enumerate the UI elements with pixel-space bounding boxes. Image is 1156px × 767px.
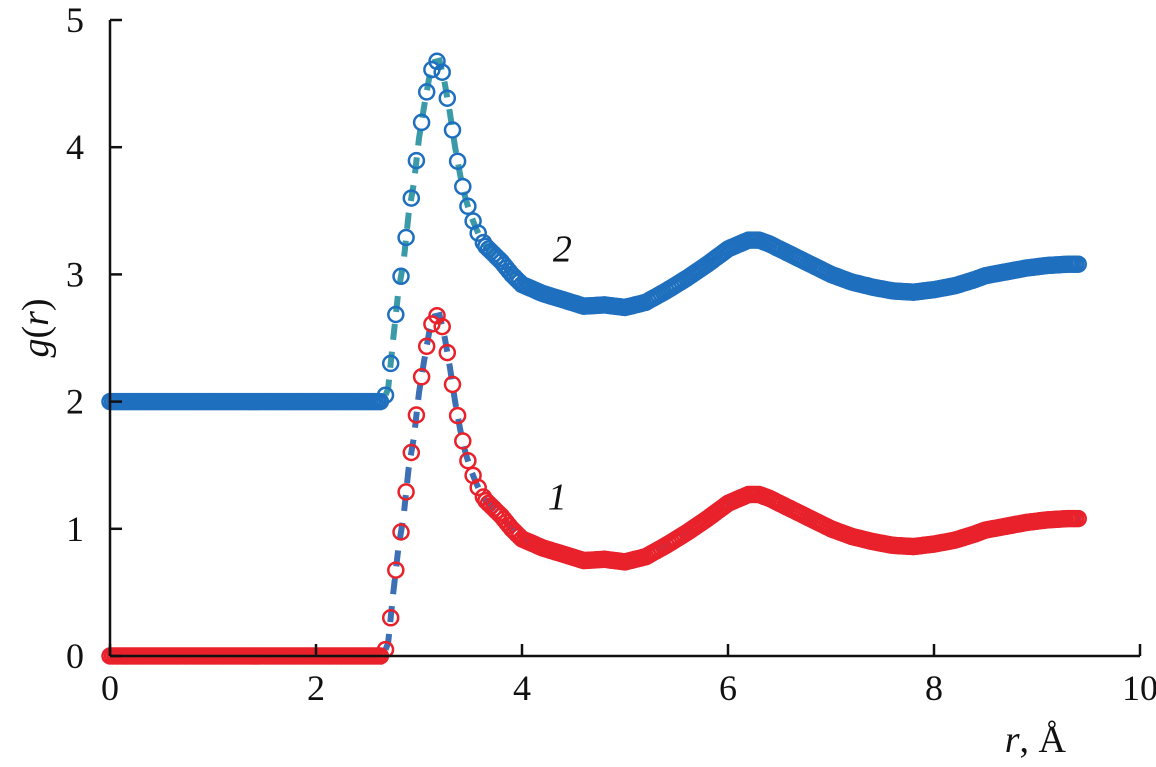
y-axis-title: g(r) bbox=[15, 298, 57, 357]
y-tick-label-4: 4 bbox=[66, 127, 84, 167]
y-tick-label-5: 5 bbox=[66, 0, 84, 40]
series-2-point-117 bbox=[433, 63, 451, 81]
y-axis-title-var: r bbox=[15, 311, 57, 326]
series-2 bbox=[101, 52, 1087, 411]
series-2-point-114 bbox=[417, 83, 436, 101]
series-layer bbox=[101, 52, 1087, 665]
series-2-point-122 bbox=[459, 197, 477, 216]
annotation-layer: 12 bbox=[548, 229, 572, 519]
series-1-point-111 bbox=[402, 443, 421, 462]
curve-label-2: 2 bbox=[553, 229, 572, 271]
series-1-point-108 bbox=[387, 561, 405, 579]
series-2-point-106 bbox=[376, 386, 395, 404]
x-axis-title-var: r bbox=[1005, 719, 1020, 761]
series-1-point-113 bbox=[412, 368, 431, 386]
series-1-line bbox=[110, 311, 1081, 659]
series-2-point-116 bbox=[428, 52, 446, 71]
series-1-point-114 bbox=[417, 337, 436, 356]
series-1-point-117 bbox=[433, 317, 451, 336]
series-2-point-113 bbox=[412, 113, 431, 132]
curve-label-1: 1 bbox=[548, 477, 567, 519]
x-tick-label-3: 6 bbox=[719, 668, 737, 708]
series-2-point-118 bbox=[438, 89, 457, 107]
x-tick-label-1: 2 bbox=[307, 668, 325, 708]
series-1 bbox=[101, 306, 1087, 665]
series-1-point-112 bbox=[407, 406, 426, 424]
series-1-point-122 bbox=[459, 451, 477, 470]
series-2-point-112 bbox=[407, 151, 426, 170]
y-tick-label-1: 1 bbox=[66, 509, 84, 549]
y-tick-label-2: 2 bbox=[66, 382, 84, 422]
series-1-point-116 bbox=[428, 306, 446, 325]
series-2-point-108 bbox=[387, 305, 405, 324]
series-2-line bbox=[110, 57, 1081, 405]
series-1-point-356 bbox=[1069, 509, 1087, 528]
x-tick-label-0: 0 bbox=[101, 668, 119, 708]
series-1-point-107 bbox=[381, 609, 400, 627]
series-2-point-120 bbox=[448, 152, 467, 170]
series-2-point-107 bbox=[381, 354, 400, 373]
series-1-point-119 bbox=[443, 375, 462, 394]
x-axis-title-unit: , Å bbox=[1020, 719, 1067, 761]
series-1-point-118 bbox=[438, 343, 457, 362]
series-1-point-120 bbox=[448, 406, 467, 425]
series-2-point-110 bbox=[397, 228, 415, 247]
x-axis-title: r, Å bbox=[1005, 719, 1067, 761]
series-1-point-124 bbox=[469, 478, 487, 497]
series-1-point-109 bbox=[392, 523, 410, 541]
y-axis-title-paren-open: ( bbox=[15, 326, 57, 339]
y-axis-title-paren-close: ) bbox=[15, 298, 57, 311]
series-2-point-124 bbox=[469, 224, 487, 242]
series-2-point-109 bbox=[392, 267, 410, 286]
x-tick-label-2: 4 bbox=[513, 668, 531, 708]
x-tick-label-4: 8 bbox=[925, 668, 943, 708]
series-2-point-121 bbox=[454, 177, 472, 196]
y-tick-label-0: 0 bbox=[66, 636, 84, 676]
x-tick-label-5: 10 bbox=[1122, 668, 1156, 708]
series-2-point-119 bbox=[443, 121, 462, 139]
series-2-point-356 bbox=[1069, 255, 1087, 273]
y-tick-label-3: 3 bbox=[66, 254, 84, 294]
series-2-point-111 bbox=[402, 189, 421, 207]
series-1-point-121 bbox=[454, 432, 472, 450]
series-1-point-110 bbox=[397, 483, 415, 501]
y-axis-title-symbol: g bbox=[15, 339, 57, 358]
